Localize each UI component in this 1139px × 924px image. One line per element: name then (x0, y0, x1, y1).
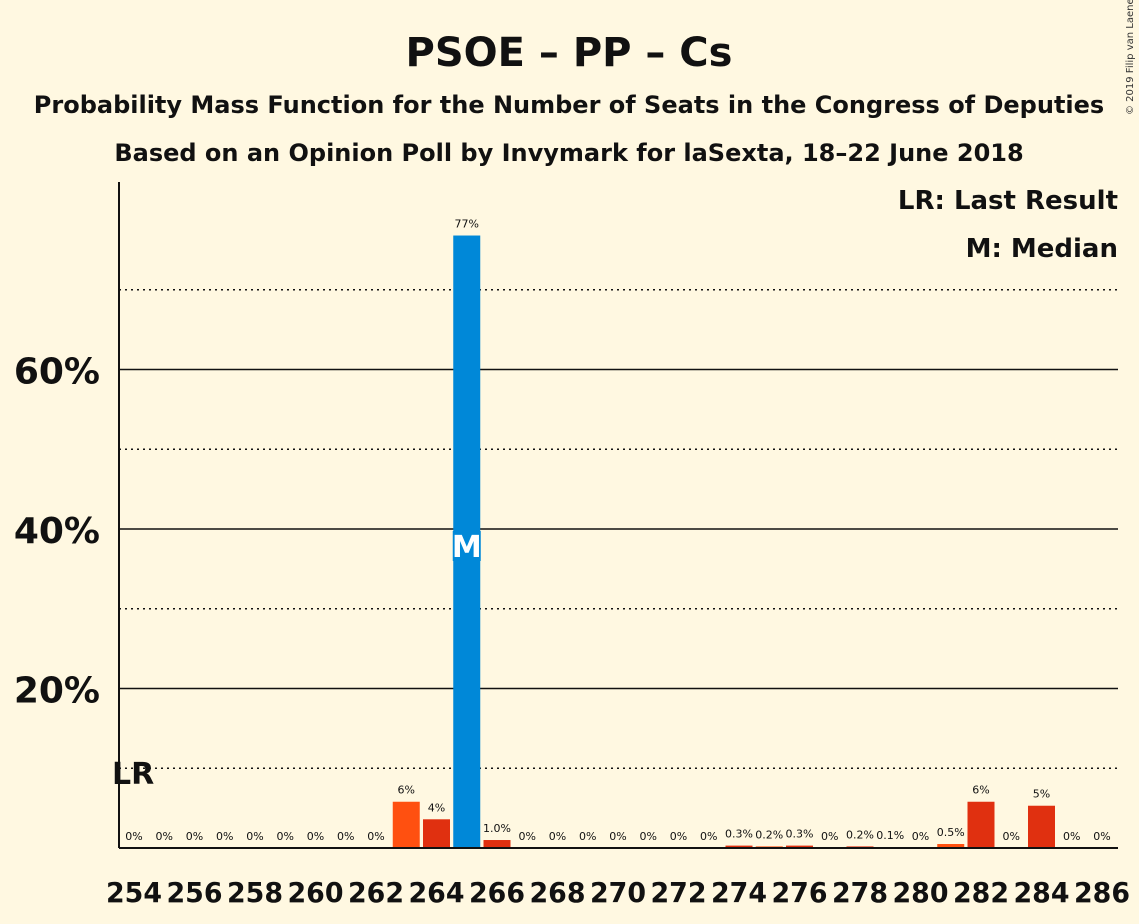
x-tick-label: 262 (348, 876, 404, 909)
bar-value-label: 0% (1063, 830, 1080, 843)
legend-median: M: Median (966, 234, 1118, 264)
bar-value-label: 0% (1093, 830, 1110, 843)
bar (1028, 805, 1055, 848)
x-tick-label: 276 (772, 876, 828, 909)
bar-value-label: 0% (246, 830, 263, 843)
median-marker-bg (452, 531, 481, 561)
bar-value-label: 1.0% (483, 822, 511, 835)
bar-value-label: 0% (821, 830, 838, 843)
grid-layer (119, 289, 1118, 769)
x-tick-label: 266 (469, 876, 525, 909)
bar-value-label: 0.5% (937, 826, 965, 839)
bar (786, 845, 813, 848)
x-tick-label: 264 (409, 876, 465, 909)
bar-value-label: 4% (428, 801, 445, 814)
bar-value-label: 0.1% (876, 829, 904, 842)
bar-value-label: 0% (579, 830, 596, 843)
bar-value-label: 0.3% (786, 828, 814, 841)
bar-value-label: 6% (398, 784, 415, 797)
bar-value-label: 77% (455, 218, 479, 231)
copyright-text: © 2019 Filip van Laenen (1125, 0, 1136, 115)
x-tick-label: 270 (590, 876, 646, 909)
bar-value-label: 0% (216, 830, 233, 843)
x-tick-label: 282 (953, 876, 1009, 909)
bar-value-label: 0% (670, 830, 687, 843)
bar-value-label: 0% (307, 830, 324, 843)
x-tick-label: 258 (227, 876, 283, 909)
bar-value-label: 0% (125, 830, 142, 843)
y-tick-label: 60% (14, 352, 100, 393)
labels-layer: 20% 40% 60% 0% 0% 0% 0% 0% 0% 0% 0% 0% 6% 4% 77% M 1.0% 0… (14, 218, 1130, 909)
x-tick-label: 260 (288, 876, 344, 909)
x-tick-label: 268 (530, 876, 586, 909)
bar-value-label: 0.3% (725, 828, 753, 841)
chart-subtitle: Probability Mass Function for the Number… (34, 91, 1104, 119)
bar-value-label: 0% (549, 830, 566, 843)
x-tick-label: 274 (711, 876, 767, 909)
bar (392, 801, 420, 848)
bar-value-label: 0.2% (846, 828, 874, 841)
x-tick-label: 286 (1074, 876, 1130, 909)
median-marker: M (452, 530, 482, 565)
bar-value-label: 0.2% (755, 828, 783, 841)
bar (967, 801, 995, 848)
bar-value-label: 0% (609, 830, 626, 843)
bar-value-label: 0% (367, 830, 384, 843)
bar-value-label: 6% (972, 784, 989, 797)
bar-value-label: 0% (186, 830, 203, 843)
x-tick-label: 278 (832, 876, 888, 909)
x-tick-label: 280 (893, 876, 949, 909)
bar (423, 819, 450, 848)
chart-title: PSOE – PP – Cs (406, 30, 733, 76)
y-tick-label: 40% (14, 511, 100, 552)
x-tick-label: 284 (1014, 876, 1070, 909)
x-tick-label: 256 (167, 876, 223, 909)
y-tick-label: 20% (14, 671, 100, 712)
last-result-marker: LR (112, 757, 154, 792)
legend-last-result: LR: Last Result (898, 186, 1118, 216)
chart-subtitle-2: Based on an Opinion Poll by Invymark for… (114, 139, 1023, 167)
bar-value-label: 0% (519, 830, 536, 843)
bar-value-label: 0% (912, 830, 929, 843)
bar-value-label: 5% (1033, 788, 1050, 801)
bar (725, 845, 753, 848)
bar-value-label: 0% (1003, 830, 1020, 843)
bar (483, 840, 511, 848)
bar-value-label: 0% (700, 830, 717, 843)
bar (937, 844, 965, 848)
x-tick-label: 272 (651, 876, 707, 909)
bar-value-label: 0% (640, 830, 657, 843)
bars-layer (392, 235, 1055, 848)
bar-value-label: 0% (337, 830, 354, 843)
bar-value-label: 0% (277, 830, 294, 843)
x-tick-label: 254 (106, 876, 162, 909)
bar-value-label: 0% (156, 830, 173, 843)
